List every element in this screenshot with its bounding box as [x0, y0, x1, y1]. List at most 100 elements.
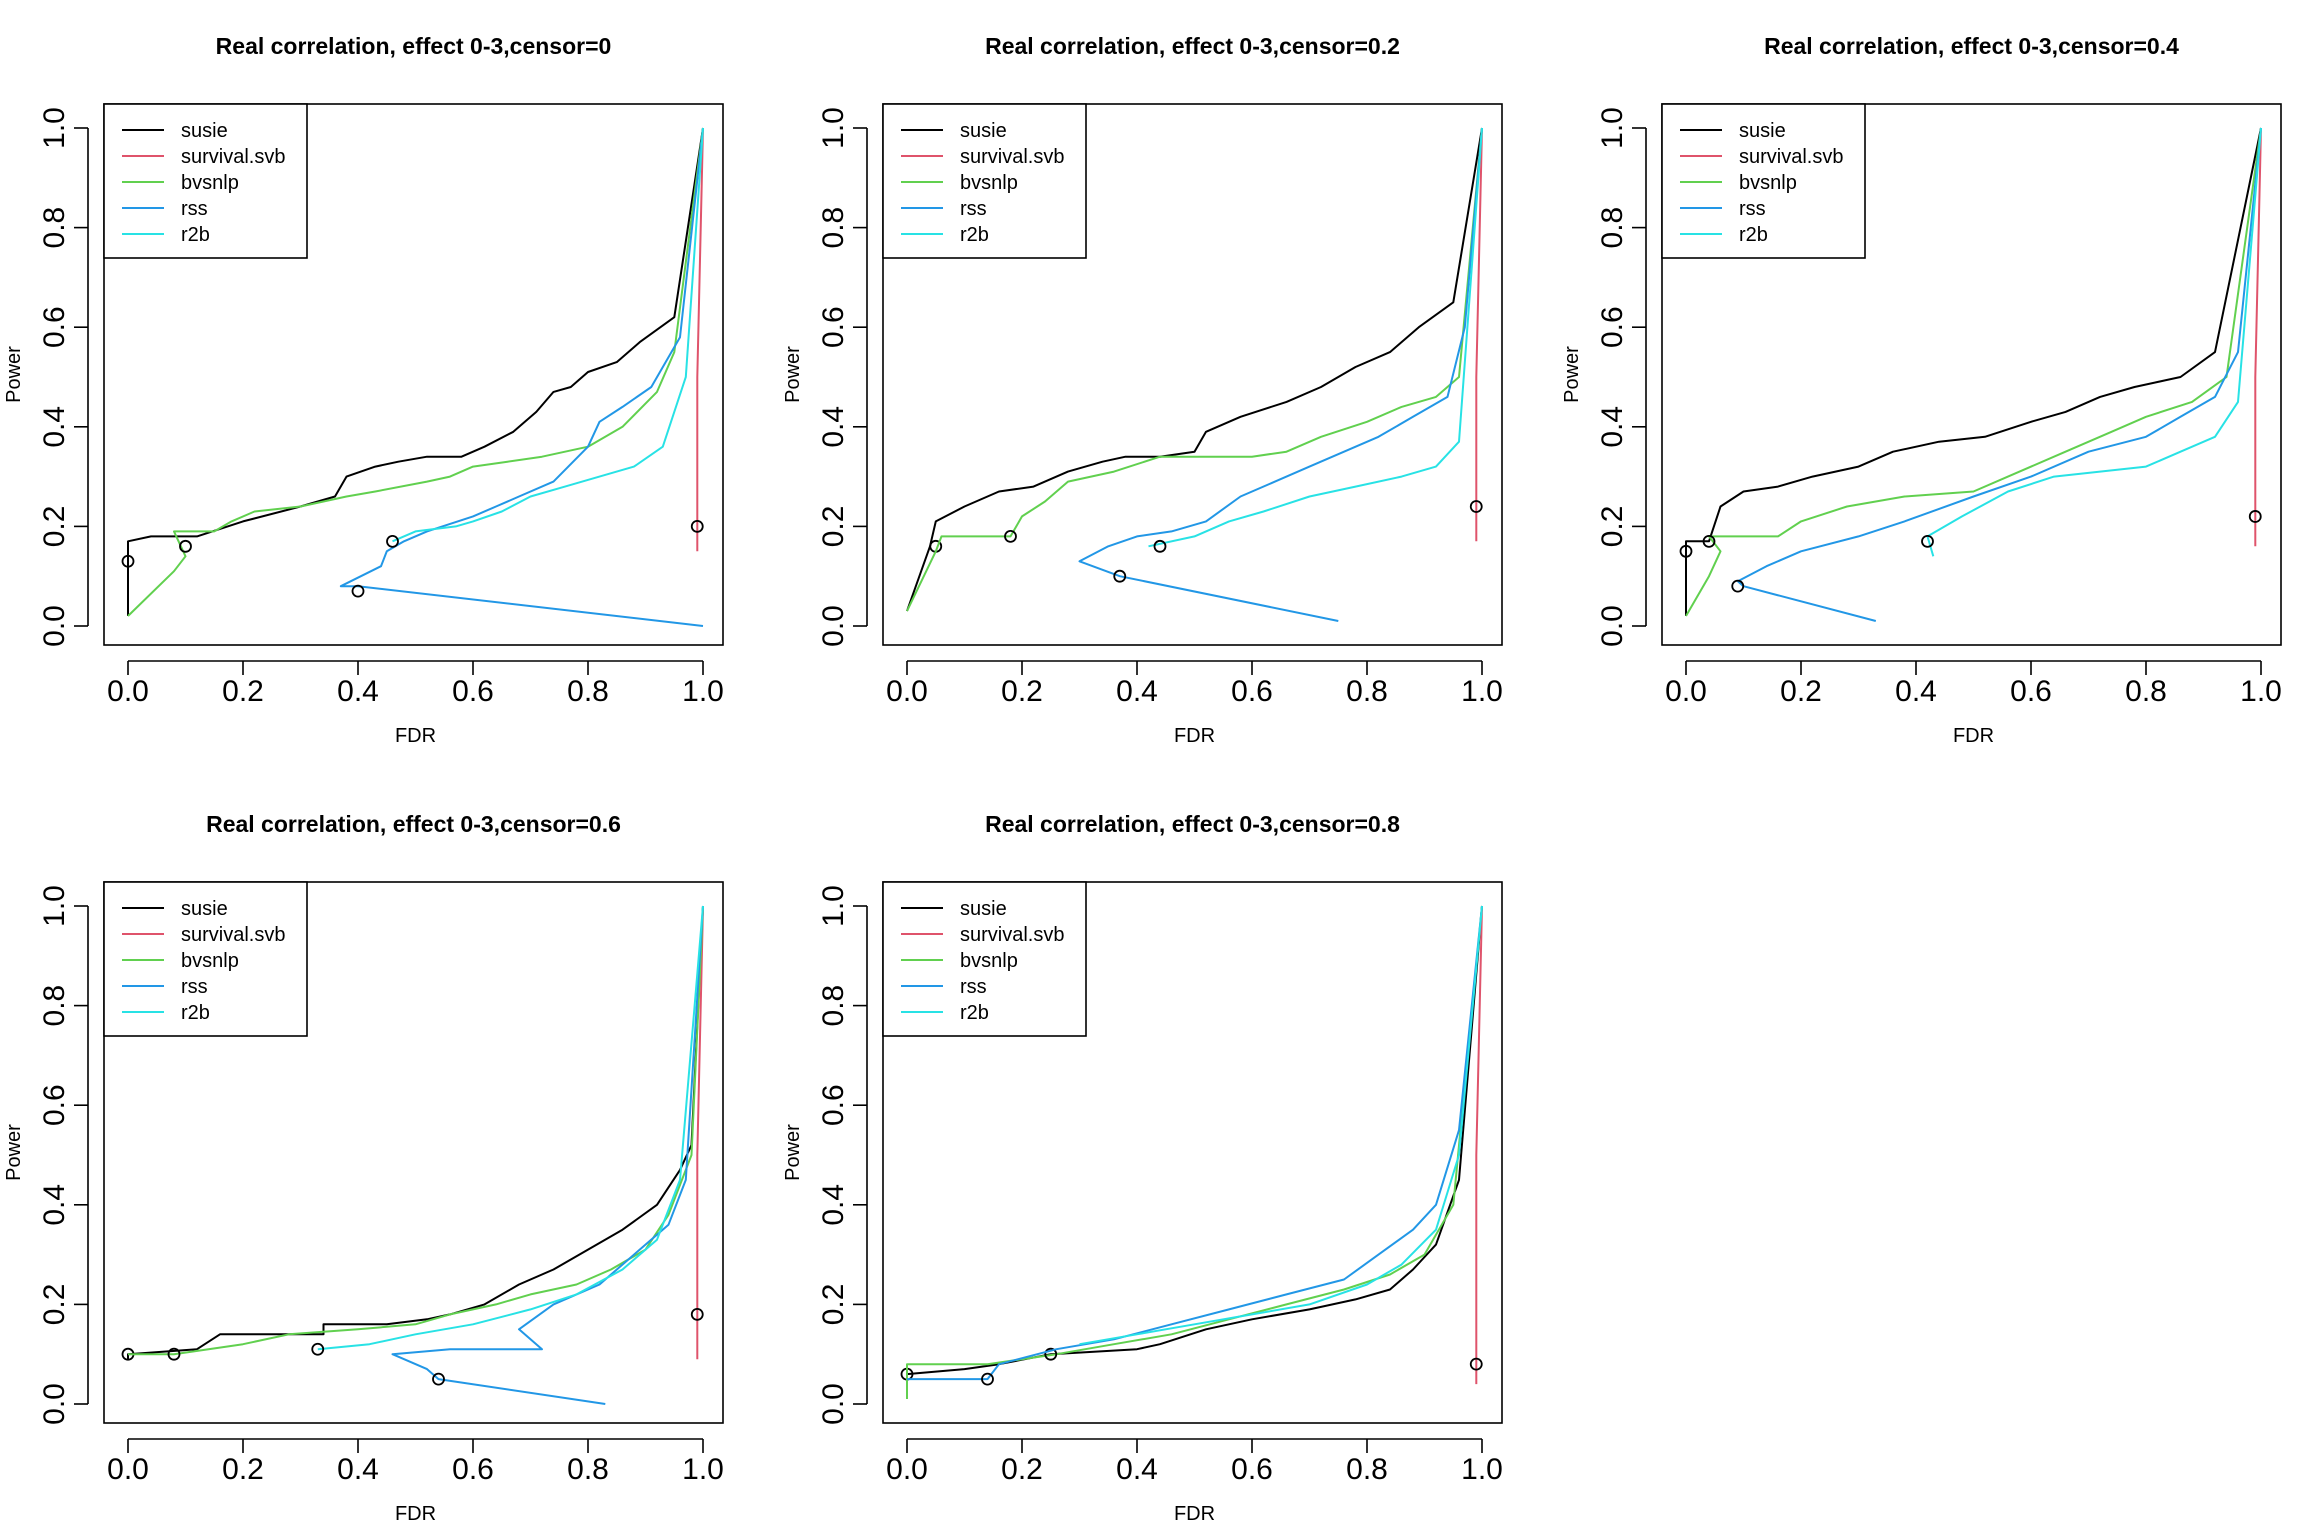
series-marker [1469, 500, 1483, 513]
x-tick-label: 0.4 [1895, 675, 1937, 708]
series-line [906, 127, 1483, 612]
legend-label: rss [181, 976, 208, 998]
x-tick-label: 1.0 [682, 675, 724, 708]
y-tick-label: 0.0 [38, 605, 71, 647]
legend-label: r2b [960, 1002, 989, 1024]
series-marker [1921, 534, 1934, 548]
chart-title: Real correlation, effect 0-3,censor=0.6 [206, 811, 621, 837]
x-tick-label: 0.4 [337, 675, 379, 708]
series-marker [690, 1307, 704, 1321]
y-tick-label: 0.4 [817, 1184, 850, 1226]
y-tick-label: 0.0 [1596, 605, 1629, 647]
y-tick-label: 0.0 [38, 1383, 71, 1425]
legend-label: susie [181, 120, 228, 142]
x-tick-label: 0.2 [222, 675, 264, 708]
y-tick-label: 0.2 [38, 1284, 71, 1326]
y-axis-label: Power [782, 1124, 804, 1181]
y-tick-label: 0.0 [817, 1383, 850, 1425]
series-line [696, 905, 704, 1360]
chart-panel-3: Real correlation, effect 0-3,censor=0.4 0… [1561, 33, 2282, 747]
series-line [1475, 127, 1483, 542]
series-line [317, 905, 704, 1351]
series-line [1148, 127, 1483, 548]
legend-label: susie [1739, 120, 1786, 142]
x-axis-label: FDR [1174, 1503, 1215, 1525]
y-tick-label: 0.8 [817, 985, 850, 1027]
x-axis: 0.0 0.2 0.4 0.6 0.8 1.0 FDR [886, 660, 1503, 747]
x-tick-label: 0.8 [2125, 675, 2167, 708]
legend-label: r2b [181, 1002, 210, 1024]
x-tick-label: 0.8 [1346, 1453, 1388, 1486]
y-tick-label: 1.0 [1596, 107, 1629, 149]
y-tick-label: 0.8 [1596, 207, 1629, 249]
x-axis: 0.0 0.2 0.4 0.6 0.8 1.0 FDR [107, 1438, 724, 1525]
legend-label: survival.svb [181, 146, 285, 168]
series-survival-svb [690, 127, 704, 552]
x-axis: 0.0 0.2 0.4 0.6 0.8 1.0 FDR [107, 660, 724, 747]
y-tick-label: 0.2 [817, 506, 850, 548]
x-axis: 0.0 0.2 0.4 0.6 0.8 1.0 FDR [1665, 660, 2282, 747]
x-tick-label: 0.6 [2010, 675, 2052, 708]
series-line [392, 127, 704, 543]
legend-label: survival.svb [1739, 146, 1843, 168]
series-line [1078, 127, 1483, 622]
x-tick-label: 0.0 [886, 675, 928, 708]
series-marker [167, 1347, 181, 1361]
series-rss [391, 905, 704, 1405]
x-axis-label: FDR [395, 1503, 436, 1525]
chart-title: Real correlation, effect 0-3,censor=0.4 [1764, 33, 2179, 59]
x-tick-label: 0.8 [1346, 675, 1388, 708]
x-tick-label: 0.6 [1231, 1453, 1273, 1486]
legend-label: bvsnlp [181, 172, 239, 194]
legend-label: rss [960, 976, 987, 998]
series-rss [1731, 127, 2262, 622]
legend-label: bvsnlp [181, 950, 239, 972]
y-tick-label: 0.8 [817, 207, 850, 249]
x-tick-label: 0.6 [452, 675, 494, 708]
series-line [1475, 905, 1483, 1385]
y-tick-label: 0.8 [38, 207, 71, 249]
legend-label: bvsnlp [1739, 172, 1797, 194]
legend-label: bvsnlp [960, 950, 1018, 972]
series-marker [1004, 529, 1017, 543]
y-tick-label: 1.0 [817, 107, 850, 149]
chart-panel-4: Real correlation, effect 0-3,censor=0.6 0… [3, 811, 724, 1525]
x-tick-label: 0.4 [337, 1453, 379, 1486]
legend-label: rss [960, 198, 987, 220]
y-axis-label: Power [3, 346, 25, 403]
legend-label: rss [181, 198, 208, 220]
series-bvsnlp [906, 127, 1483, 612]
x-tick-label: 0.0 [1665, 675, 1707, 708]
series-survival-svb [2248, 127, 2262, 547]
y-tick-label: 0.4 [1596, 406, 1629, 448]
y-axis: 0.0 0.2 0.4 0.6 0.8 1.0 Power [3, 885, 89, 1425]
series-marker [179, 539, 192, 553]
legend: susie survival.svb bvsnlp rss r2b [882, 103, 1087, 259]
x-axis-label: FDR [395, 725, 436, 747]
series-rss [339, 127, 704, 627]
y-tick-label: 0.2 [817, 1284, 850, 1326]
x-tick-label: 0.2 [222, 1453, 264, 1486]
series-bvsnlp [127, 127, 704, 617]
y-tick-label: 0.6 [1596, 306, 1629, 348]
x-axis-label: FDR [1953, 725, 1994, 747]
legend-label: susie [960, 898, 1007, 920]
legend-label: bvsnlp [960, 172, 1018, 194]
series-marker [1469, 1357, 1483, 1371]
chart-panel-2: Real correlation, effect 0-3,censor=0.2 0… [782, 33, 1503, 747]
legend-label: r2b [1739, 224, 1768, 246]
chart-title: Real correlation, effect 0-3,censor=0.2 [985, 33, 1400, 59]
y-axis: 0.0 0.2 0.4 0.6 0.8 1.0 Power [1561, 107, 1647, 647]
chart-title: Real correlation, effect 0-3,censor=0 [216, 33, 612, 59]
y-tick-label: 1.0 [38, 885, 71, 927]
x-tick-label: 0.0 [886, 1453, 928, 1486]
y-tick-label: 0.6 [817, 1084, 850, 1126]
plot-frame [103, 103, 724, 646]
legend-label: rss [1739, 198, 1766, 220]
series-bvsnlp [1685, 127, 2262, 617]
series-marker [1679, 544, 1693, 558]
y-axis-label: Power [3, 1124, 25, 1181]
series-marker [432, 1372, 445, 1386]
series-line [1926, 127, 2262, 557]
